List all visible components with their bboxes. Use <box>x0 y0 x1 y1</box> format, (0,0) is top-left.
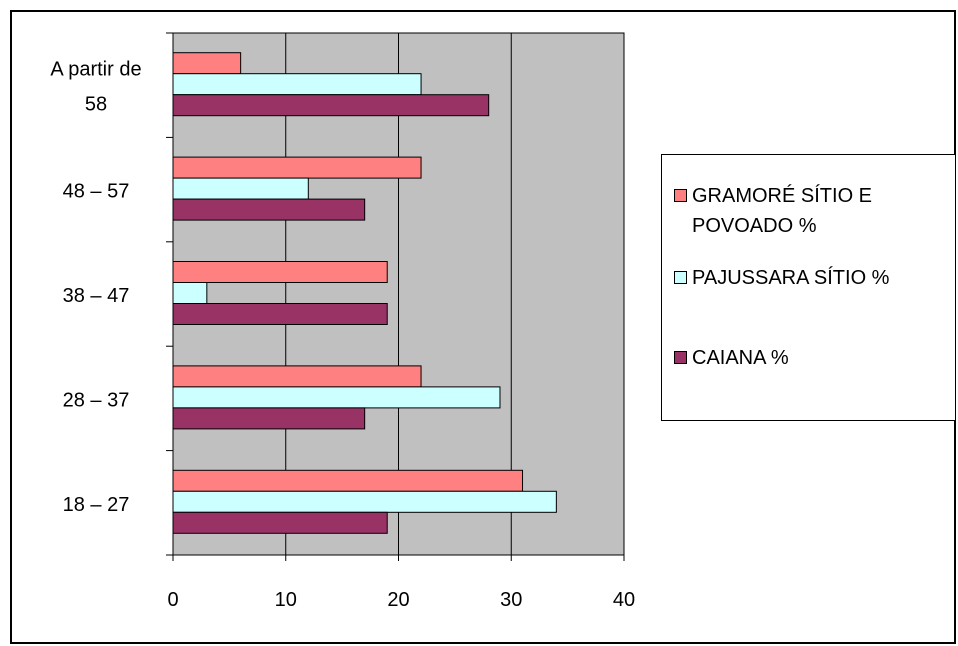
bar-pajussara-sitio-18-27 <box>172 490 557 513</box>
bar-gramore-sitio-e-povoado-28-37 <box>172 365 422 388</box>
bar-gramore-sitio-e-povoado-48-57 <box>172 156 422 179</box>
legend: GRAMORÉ SÍTIO E POVOADO % PAJUSSARA SÍTI… <box>661 154 956 421</box>
legend-swatch-gramore <box>674 189 687 202</box>
legend-swatch-caiana <box>674 351 687 364</box>
bar-gramore-sitio-e-povoado-38-47 <box>172 261 388 283</box>
y-tick-label: 58 <box>85 94 107 116</box>
bar-pajussara-sitio-a-partir-de-58 <box>172 73 422 96</box>
x-tick-label: 30 <box>500 589 522 611</box>
y-tick-label: 28 – 37 <box>63 389 130 411</box>
x-tick-label: 40 <box>613 589 635 611</box>
y-tick-label: A partir de <box>50 59 141 81</box>
legend-label-gramore: GRAMORÉ SÍTIO E POVOADO % <box>692 185 873 237</box>
legend-swatch-pajussara <box>674 271 687 284</box>
bar-caiana-18-27 <box>172 511 388 534</box>
bar-gramore-sitio-e-povoado-a-partir-de-58 <box>172 52 242 75</box>
y-tick-label: 18 – 27 <box>63 494 130 516</box>
bar-caiana-a-partir-de-58 <box>172 94 490 117</box>
legend-item-caiana: CAIANA % <box>674 343 954 373</box>
legend-item-gramore: GRAMORÉ SÍTIO E POVOADO % <box>674 181 954 241</box>
bar-caiana-38-47 <box>172 303 388 325</box>
legend-item-pajussara: PAJUSSARA SÍTIO % <box>674 263 954 293</box>
x-tick-label: 10 <box>275 589 297 611</box>
bar-pajussara-sitio-38-47 <box>172 282 208 304</box>
y-tick-label: 48 – 57 <box>63 181 130 203</box>
bar-caiana-28-37 <box>172 407 366 430</box>
x-tick-label: 20 <box>387 589 409 611</box>
legend-label-pajussara: PAJUSSARA SÍTIO % <box>692 267 890 289</box>
y-tick-label: 38 – 47 <box>63 285 130 307</box>
bar-pajussara-sitio-48-57 <box>172 177 309 200</box>
bar-pajussara-sitio-28-37 <box>172 386 501 409</box>
bar-gramore-sitio-e-povoado-18-27 <box>172 469 524 492</box>
bar-caiana-48-57 <box>172 198 366 221</box>
legend-label-caiana: CAIANA % <box>692 347 789 369</box>
x-tick-label: 0 <box>167 589 178 611</box>
